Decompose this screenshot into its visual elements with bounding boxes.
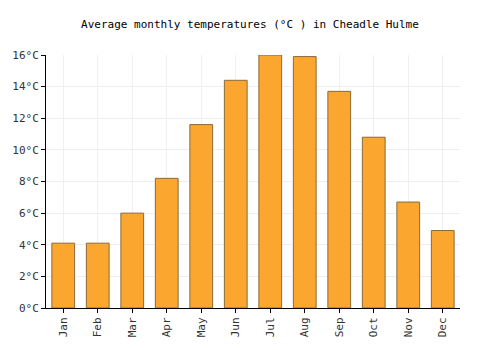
svg-text:4°C: 4°C: [19, 239, 39, 252]
svg-text:Oct: Oct: [367, 317, 380, 337]
svg-text:Aug: Aug: [298, 317, 311, 337]
svg-text:14°C: 14°C: [12, 80, 39, 93]
svg-text:Sep: Sep: [333, 317, 346, 337]
svg-text:Jul: Jul: [264, 317, 277, 337]
svg-text:Jun: Jun: [229, 317, 242, 337]
svg-text:10°C: 10°C: [12, 144, 39, 157]
svg-text:Feb: Feb: [91, 317, 104, 337]
svg-text:6°C: 6°C: [19, 207, 39, 220]
svg-text:Apr: Apr: [160, 317, 173, 337]
svg-text:12°C: 12°C: [12, 112, 39, 125]
svg-text:Mar: Mar: [126, 317, 139, 337]
svg-text:Dec: Dec: [436, 317, 449, 337]
svg-text:Jan: Jan: [57, 317, 70, 337]
svg-text:2°C: 2°C: [19, 270, 39, 283]
svg-text:8°C: 8°C: [19, 175, 39, 188]
svg-text:0°C: 0°C: [19, 302, 39, 315]
svg-text:Average monthly temperatures (: Average monthly temperatures (°C ) in Ch…: [81, 18, 419, 31]
svg-text:May: May: [195, 317, 208, 337]
svg-text:16°C: 16°C: [12, 49, 39, 62]
svg-text:Nov: Nov: [402, 317, 415, 337]
